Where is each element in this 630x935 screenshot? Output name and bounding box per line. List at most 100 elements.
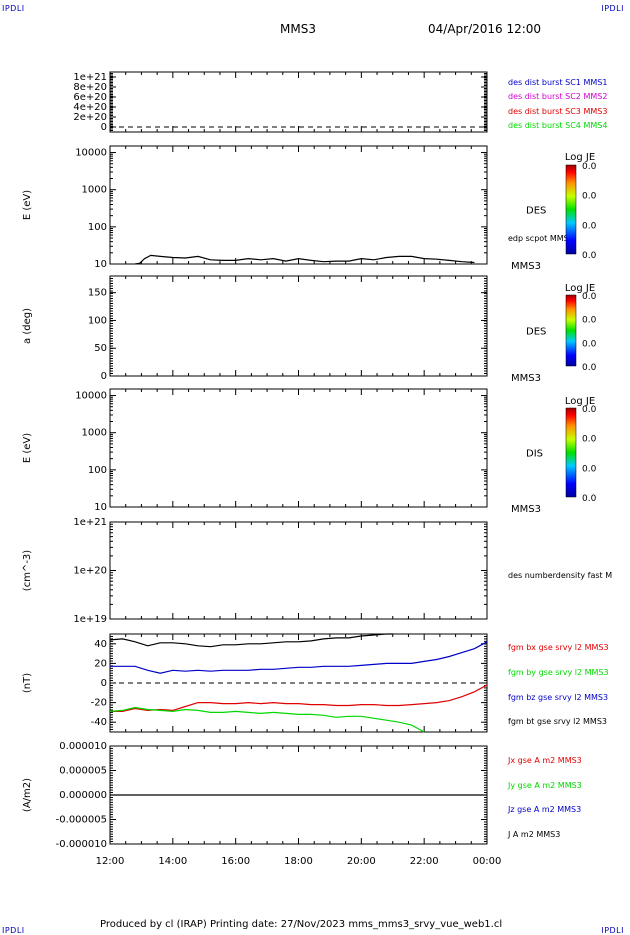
legend-entry: des dist burst SC2 MMS2 <box>508 92 607 101</box>
colorbar-tick-label: 0.0 <box>582 494 597 504</box>
datetime-title: 04/Apr/2016 12:00 <box>428 22 542 36</box>
y-tick-label: 10 <box>94 502 107 513</box>
colorbar-tick-label: 0.0 <box>582 339 597 349</box>
panel-current-density: -0.000010 -0.000005 0.000000 0.000005 0.0000… <box>22 741 582 850</box>
y-tick-label: 10000 <box>75 148 107 159</box>
legend-entry: Jx gse A m2 MMS3 <box>507 756 582 765</box>
colorbar-tick-label: 0.0 <box>582 192 597 202</box>
panel-frame <box>109 388 488 508</box>
y-tick-label: 0 <box>101 678 107 689</box>
y-tick-label: 1000 <box>82 428 107 439</box>
instrument-label: DIS <box>526 449 543 460</box>
spacecraft-label: MMS3 <box>511 373 541 384</box>
y-tick-label: 150 <box>88 288 107 299</box>
series-line-edp-scpot-mms3 <box>134 254 475 265</box>
y-axis-label: (cm^-3) <box>22 550 33 591</box>
y-tick-label: 8e+20 <box>73 82 107 93</box>
footer-credit: Produced by cl (IRAP) Printing date: 27/… <box>100 919 503 930</box>
y-tick-label: 10000 <box>75 391 107 402</box>
colorbar-tick-label: 0.0 <box>582 435 597 445</box>
series-line-fgm-bt-gse-srvy-l2-mms3 <box>109 633 393 648</box>
y-tick-label: 0.000010 <box>59 741 107 752</box>
colorbar-tick-label: 0.0 <box>582 292 597 302</box>
x-tick-label: 00:00 <box>473 856 502 867</box>
corner-logo-bottom-left: IPDLI <box>2 926 25 935</box>
colorbar <box>565 294 577 367</box>
colorbar <box>565 407 577 498</box>
legend-entry: edp scpot MMS3 <box>508 234 574 243</box>
instrument-label: DES <box>526 327 546 338</box>
colorbar-tick-label: 0.0 <box>582 316 597 326</box>
legend-entry: Jz gse A m2 MMS3 <box>507 805 581 814</box>
y-tick-label: 0 <box>101 122 107 133</box>
legend-entry: Jy gse A m2 MMS3 <box>507 781 582 790</box>
y-tick-label: -0.000010 <box>56 839 107 850</box>
spacecraft-label: MMS3 <box>511 504 541 515</box>
colorbar-tick-label: 0.0 <box>582 405 597 415</box>
corner-logo-bottom-right: IPDLI <box>601 926 624 935</box>
colorbar-title: Log JE <box>565 283 595 294</box>
y-tick-label: 4e+20 <box>73 102 107 113</box>
colorbar-title: Log JE <box>565 396 595 407</box>
y-tick-label: 1000 <box>82 185 107 196</box>
panel-number-density: 1e+19 1e+20 1e+21 (cm^-3) des numberdensity … <box>22 517 612 625</box>
y-tick-label: -20 <box>91 698 107 709</box>
colorbar-title: Log JE <box>565 152 595 163</box>
panel-frame <box>109 71 488 133</box>
x-tick-label: 20:00 <box>347 856 376 867</box>
legend-entry: fgm bz gse srvy l2 MMS3 <box>508 693 608 702</box>
spacecraft-label: MMS3 <box>511 261 541 272</box>
legend-entry: des numberdensity fast M <box>508 571 612 580</box>
legend-entry: J A m2 MMS3 <box>507 830 560 839</box>
panel-frame <box>109 275 488 377</box>
y-tick-label: -40 <box>91 717 107 728</box>
y-tick-label: 1e+21 <box>73 72 107 83</box>
y-axis-label: E (eV) <box>22 433 33 463</box>
y-tick-label: 1e+19 <box>73 614 107 625</box>
y-tick-label: 40 <box>94 639 107 650</box>
y-tick-label: 100 <box>88 222 107 233</box>
colorbar-tick-label: 0.0 <box>582 464 597 474</box>
y-tick-label: 0.000000 <box>59 790 107 801</box>
y-tick-label: 10 <box>94 259 107 270</box>
legend-entry: fgm bt gse srvy l2 MMS3 <box>508 717 607 726</box>
x-tick-label: 18:00 <box>284 856 313 867</box>
x-tick-label: 12:00 <box>96 856 125 867</box>
x-tick-label: 16:00 <box>221 856 250 867</box>
colorbar-tick-label: 0.0 <box>582 162 597 172</box>
y-tick-label: 2e+20 <box>73 112 107 123</box>
y-tick-label: 100 <box>88 465 107 476</box>
colorbar-tick-label: 0.0 <box>582 363 597 373</box>
colorbar-tick-label: 0.0 <box>582 251 597 261</box>
panel-magnetic-field: -40 -20 0 20 40 (nT) fgm bx gse srvy l2 MMS3 fg… <box>22 633 609 733</box>
legend-entry: des dist burst SC1 MMS1 <box>508 78 607 87</box>
y-tick-label: 1e+21 <box>73 517 107 528</box>
y-axis-label: E (eV) <box>22 190 33 220</box>
y-tick-label: 100 <box>88 315 107 326</box>
corner-logo-top-right: IPDLI <box>601 4 624 13</box>
panel-frame <box>109 145 488 265</box>
legend-entry: des dist burst SC3 MMS3 <box>508 107 607 116</box>
y-axis-label: a (deg) <box>22 308 33 344</box>
y-axis-label: (nT) <box>22 673 33 693</box>
instrument-label: DES <box>526 206 546 217</box>
legend-entry: des dist burst SC4 MMS4 <box>508 121 607 130</box>
y-tick-label: 20 <box>94 658 107 669</box>
legend-entry: fgm by gse srvy l2 MMS3 <box>508 668 609 677</box>
y-tick-label: 0.000005 <box>59 766 107 777</box>
legend-entry: fgm bx gse srvy l2 MMS3 <box>508 643 609 652</box>
panel-frame <box>109 521 488 620</box>
colorbar-tick-label: 0.0 <box>582 221 597 231</box>
series-line-fgm-bx-gse-srvy-l2-mms3 <box>110 684 488 713</box>
colorbar <box>565 164 577 255</box>
y-tick-label: 50 <box>94 343 107 354</box>
y-tick-label: 0 <box>101 371 107 382</box>
y-tick-label: 6e+20 <box>73 92 107 103</box>
series-line-fgm-bz-gse-srvy-l2-mms3 <box>110 641 488 674</box>
series-line-fgm-by-gse-srvy-l2-mms3 <box>109 706 425 733</box>
y-axis-label: (A/m2) <box>22 778 33 812</box>
